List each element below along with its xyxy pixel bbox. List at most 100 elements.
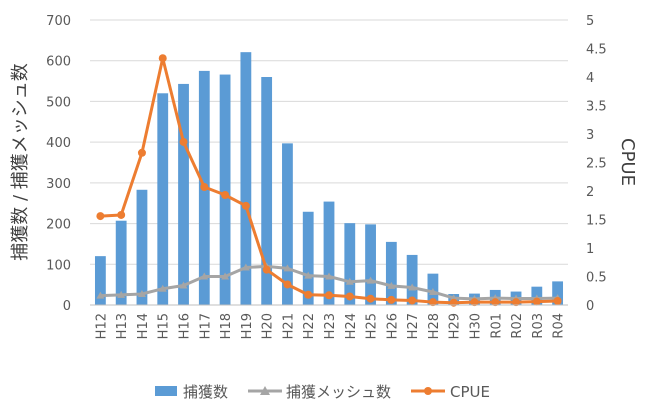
- bar: [219, 74, 231, 305]
- bar: [240, 52, 252, 305]
- data-point: [179, 281, 188, 289]
- x-tick-label: H21: [281, 313, 296, 339]
- bar: [302, 211, 314, 305]
- data-point: [241, 201, 250, 210]
- bar: [406, 254, 418, 305]
- data-point: [200, 183, 209, 192]
- y-tick-label: 600: [46, 55, 71, 70]
- x-tick-label: R01: [489, 313, 504, 339]
- y-axis-ticks: 0 100 200 300 400 500 600 700: [46, 14, 71, 314]
- y-axis-title: 捕獲数 / 捕獲メッシュ数: [10, 63, 31, 261]
- legend-marker: [424, 387, 432, 395]
- data-point: [408, 283, 417, 291]
- y-tick-label: 500: [46, 95, 71, 110]
- x-axis-ticks: H12 H13 H14 H15 H16 H17 H18 H19 H20 H21 H22 H23 H24 H…: [94, 313, 566, 339]
- gridlines: [90, 19, 568, 265]
- x-tick-label: H29: [448, 313, 463, 339]
- data-point: [470, 298, 479, 307]
- data-point: [449, 298, 458, 307]
- x-tick-label: H30: [468, 313, 483, 339]
- x-tick-label: H24: [344, 313, 359, 339]
- y-tick-label: 700: [46, 14, 71, 29]
- data-point: [387, 281, 396, 289]
- data-point: [179, 137, 188, 146]
- x-tick-label: H19: [240, 313, 255, 339]
- x-tick-label: H18: [219, 313, 234, 339]
- y2-tick-label: 3.5: [586, 100, 607, 115]
- y2-tick-label: 5: [586, 14, 594, 29]
- legend: 捕獲数 捕獲メッシュ数 CPUE: [155, 383, 490, 401]
- data-point: [158, 54, 167, 63]
- bar: [323, 201, 335, 305]
- x-tick-label: H13: [115, 313, 130, 339]
- data-point: [137, 148, 146, 157]
- bar: [365, 224, 376, 305]
- y2-axis-ticks: 0 0.5 1 1.5 2 2.5 3 3.5 4 4.5 5: [586, 14, 607, 314]
- data-point: [200, 272, 209, 280]
- line-series-mesh-count: [96, 262, 562, 302]
- data-point: [117, 210, 126, 219]
- data-point: [325, 291, 333, 300]
- data-point: [428, 287, 437, 295]
- data-point: [283, 264, 292, 272]
- bar: [344, 223, 356, 305]
- data-point: [325, 272, 333, 280]
- y2-tick-label: 2.5: [586, 157, 607, 172]
- data-point: [428, 298, 437, 307]
- bar: [552, 281, 564, 305]
- bar: [178, 83, 189, 306]
- bar: [115, 220, 127, 305]
- bar: [157, 93, 169, 306]
- x-tick-label: H14: [136, 313, 151, 339]
- bar: [282, 143, 293, 305]
- data-point: [137, 290, 146, 298]
- bar-series-captures: [94, 52, 564, 306]
- data-point: [345, 277, 354, 285]
- y2-tick-label: 1: [586, 242, 594, 257]
- x-tick-label: R03: [531, 313, 546, 339]
- data-point: [96, 291, 105, 299]
- x-tick-label: H16: [178, 313, 193, 339]
- data-point: [532, 297, 541, 306]
- x-tick-label: H26: [385, 313, 400, 339]
- data-point: [283, 280, 292, 289]
- data-point: [262, 265, 271, 274]
- bar: [136, 189, 148, 305]
- y2-tick-label: 0.5: [586, 271, 607, 286]
- x-tick-label: R02: [510, 313, 525, 339]
- y-tick-label: 100: [46, 258, 71, 273]
- y2-tick-label: 3: [586, 128, 594, 143]
- y-tick-label: 300: [46, 177, 71, 192]
- x-tick-label: H20: [261, 313, 276, 339]
- bar: [385, 241, 397, 305]
- legend-label: CPUE: [450, 383, 490, 401]
- x-tick-label: H23: [323, 313, 338, 339]
- legend-swatch: [155, 386, 177, 396]
- data-point: [387, 295, 396, 304]
- x-tick-label: H28: [427, 313, 442, 339]
- y2-tick-label: 4: [586, 71, 594, 86]
- data-point: [221, 272, 230, 280]
- y2-tick-label: 4.5: [586, 43, 607, 58]
- y2-tick-label: 0: [586, 299, 594, 314]
- x-tick-label: H22: [302, 313, 317, 339]
- line-series-cpue: [96, 54, 562, 307]
- x-tick-label: R04: [552, 313, 567, 339]
- y-tick-label: 400: [46, 136, 71, 151]
- data-point: [304, 290, 313, 299]
- data-point: [241, 263, 250, 271]
- y-tick-label: 200: [46, 218, 71, 233]
- data-point: [221, 190, 230, 199]
- x-tick-label: H15: [157, 313, 172, 339]
- data-point: [304, 271, 313, 279]
- y2-tick-label: 1.5: [586, 214, 607, 229]
- data-point: [408, 296, 417, 305]
- x-tick-label: H12: [94, 313, 109, 339]
- x-tick-label: H17: [198, 313, 213, 339]
- legend-label: 捕獲数: [183, 383, 228, 401]
- data-point: [117, 290, 126, 298]
- data-point: [366, 294, 375, 303]
- data-point: [96, 212, 105, 221]
- x-tick-label: H27: [406, 313, 421, 339]
